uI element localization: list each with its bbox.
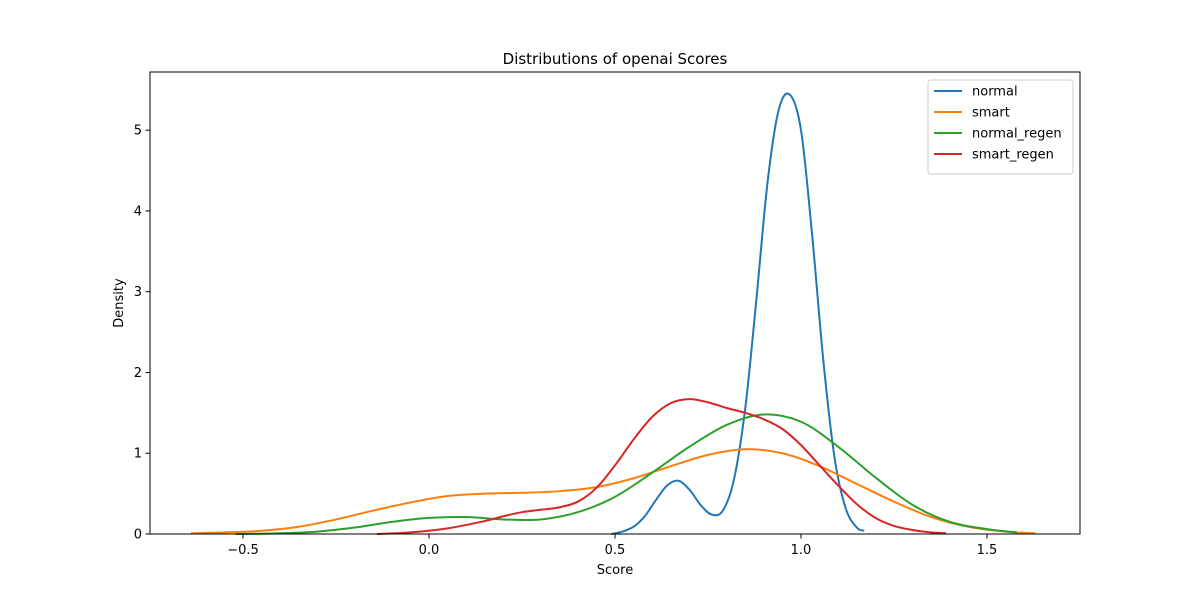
chart-title: Distributions of openai Scores: [503, 50, 728, 68]
legend-label-smart: smart: [972, 106, 1010, 121]
series-line-normal: [611, 92, 865, 535]
y-tick-label: 4: [134, 204, 142, 219]
x-tick-label: 1.0: [791, 543, 812, 558]
y-tick-label: 3: [134, 285, 142, 300]
x-tick-label: 1.5: [977, 543, 998, 558]
y-axis: 0 1 2 3 4 5: [134, 124, 150, 543]
y-tick-label: 1: [134, 447, 142, 462]
x-axis-label: Score: [597, 563, 633, 578]
legend-label-normal_regen: normal_regen: [972, 127, 1062, 142]
x-tick-label: −0.5: [227, 543, 259, 558]
legend: normal smart normal_regen smart_regen: [927, 79, 1074, 175]
series-line-normal_regen: [235, 413, 1017, 535]
x-tick-label: 0.5: [605, 543, 626, 558]
y-tick-label: 2: [134, 366, 142, 381]
legend-box: [927, 79, 1074, 175]
series-layer: [190, 92, 1036, 535]
y-tick-label: 0: [134, 528, 142, 543]
y-tick-label: 5: [134, 124, 142, 139]
x-axis: −0.5 0.0 0.5 1.0 1.5: [227, 534, 997, 558]
x-tick-label: 0.0: [419, 543, 440, 558]
legend-label-normal: normal: [972, 85, 1018, 100]
y-axis-label: Density: [112, 278, 127, 328]
legend-label-smart_regen: smart_regen: [972, 148, 1054, 163]
series-line-smart: [190, 448, 1036, 535]
series-line-smart_regen: [376, 398, 947, 535]
